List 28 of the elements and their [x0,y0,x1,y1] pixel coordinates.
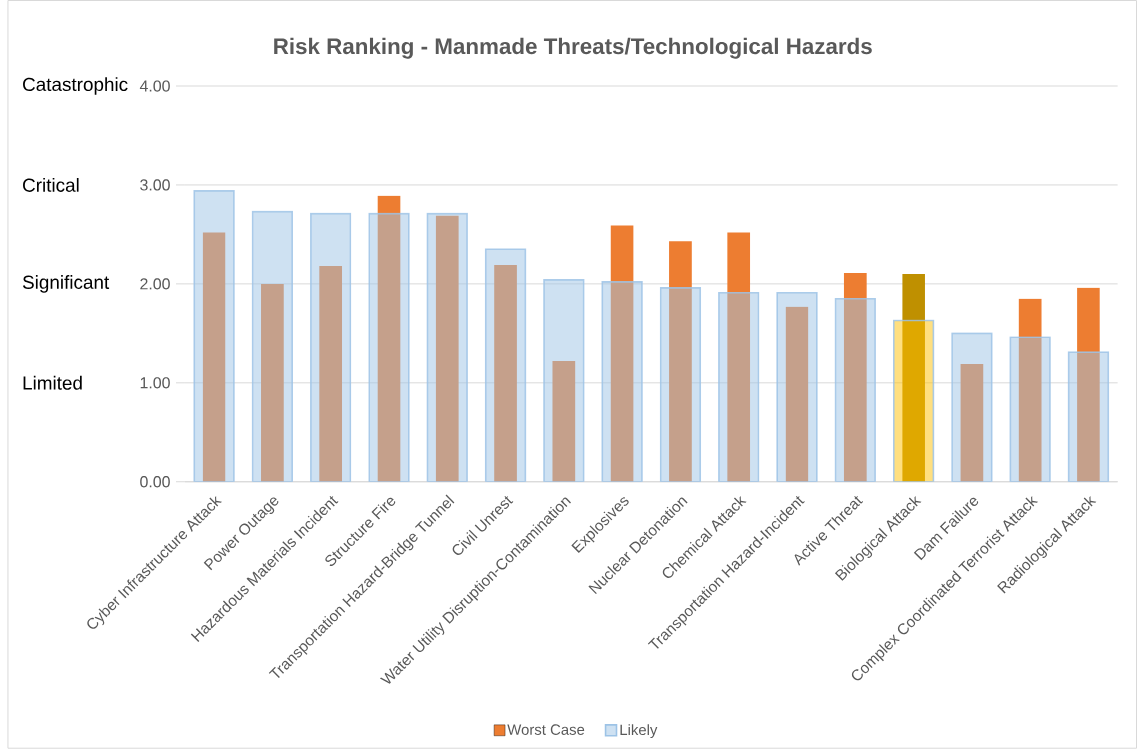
y-tick-label: 2.00 [140,278,170,290]
bar [319,265,343,482]
bar [669,241,692,482]
text: Catastrophic [23,77,128,95]
bar [902,273,925,482]
bar [377,195,401,482]
bar [435,215,459,482]
y-tick-label: 1.00 [140,377,170,389]
y-tick-label: 4.00 [139,80,170,92]
bar [1018,298,1042,482]
bar [727,232,751,482]
text: Limited [23,375,82,390]
bar [202,232,226,482]
bar [552,360,576,482]
bar [261,283,284,482]
chart-title: Risk Ranking - Manmade Threats/Technological Hazards [274,37,872,59]
bar [843,272,867,482]
y-tick-label: 3.00 [140,179,170,191]
y-tick-label: 0.00 [140,476,170,488]
text: Significant [22,274,110,293]
legend-label: Likely [620,724,658,738]
bar [785,306,809,482]
legend-label: Worst Case [507,724,585,735]
bar [960,363,984,482]
bar [494,264,517,482]
bar [1077,287,1100,482]
bar [610,225,634,482]
text: Critical [23,177,79,192]
